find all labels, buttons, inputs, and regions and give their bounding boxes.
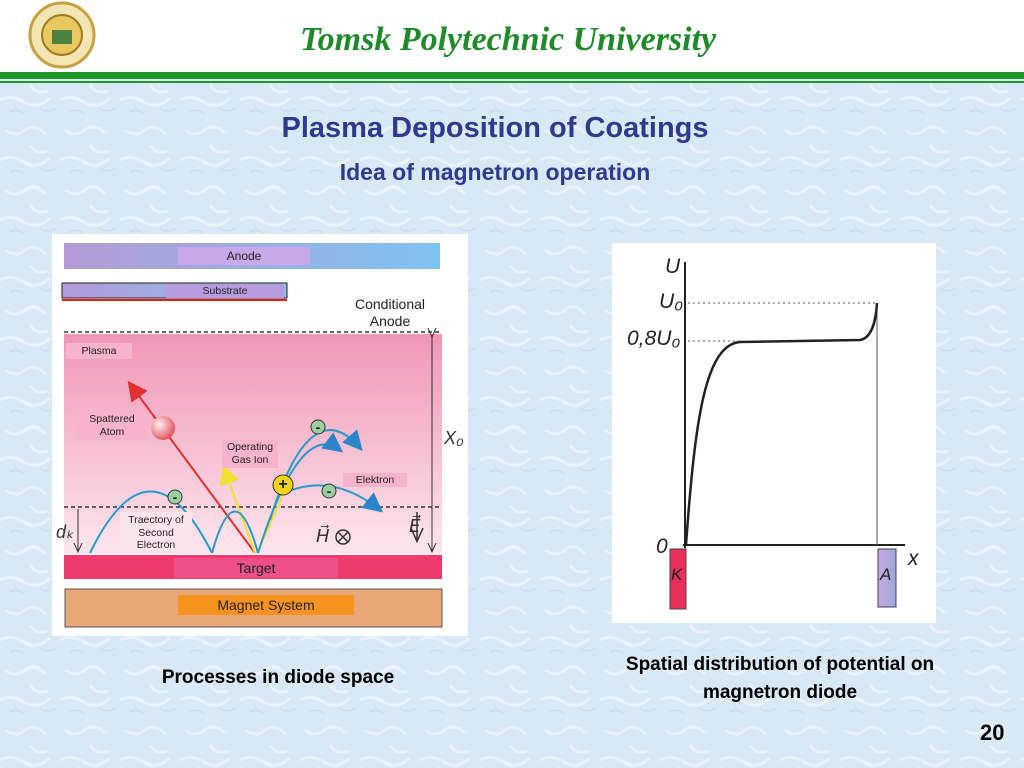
dk-label: dₖ xyxy=(56,522,74,542)
atom-arrow xyxy=(127,380,256,554)
x0-label: X₀ xyxy=(444,428,464,448)
slide-title: Plasma Deposition of Coatings xyxy=(281,112,709,144)
origin-label: 0 xyxy=(656,535,668,558)
gas-ion-label: Operating Gas Ion xyxy=(222,440,278,468)
e-field-label: E⃗ xyxy=(409,516,421,536)
spattered-atom xyxy=(151,416,175,440)
magnet-system-label: Magnet System xyxy=(178,595,354,615)
header-bar xyxy=(0,0,1024,72)
trajectory-label: Traectory of Second Electron xyxy=(120,512,192,554)
slide-subtitle: Idea of magnetron operation xyxy=(339,159,651,185)
anode-block xyxy=(877,548,897,608)
u0-label: U₀ xyxy=(659,290,684,313)
potential-curve xyxy=(684,302,879,546)
cathode-block xyxy=(669,548,687,610)
conditional-anode-label: Conditional Anode xyxy=(354,296,426,329)
cathode-label: K xyxy=(671,565,683,584)
u-axis-label: U xyxy=(665,255,681,278)
ion-sign: + xyxy=(278,476,288,494)
elektron-label: Elektron xyxy=(343,473,407,487)
x-axis-label: x xyxy=(908,547,919,570)
ion-arrow xyxy=(220,464,256,554)
anode-label-right: A xyxy=(880,565,892,584)
electron-sign: - xyxy=(326,482,332,499)
left-caption: Processes in diode space xyxy=(161,667,395,688)
h-field-symbol xyxy=(335,529,351,545)
spattered-atom-label: Spattered Atom xyxy=(76,412,148,440)
right-caption: Spatial distribution of potential on mag… xyxy=(625,654,935,703)
particle-signs xyxy=(167,419,337,505)
header-title: Tomsk Polytechnic University xyxy=(300,21,717,58)
substrate-label: Substrate xyxy=(166,284,284,298)
university-logo xyxy=(28,1,96,69)
h-field-label: H⃗ xyxy=(316,526,330,546)
electron-sign: - xyxy=(315,418,321,435)
header-rule xyxy=(0,72,1024,79)
plasma-label: Plasma xyxy=(66,343,132,359)
electron-sign: - xyxy=(172,488,178,505)
target-label: Target xyxy=(174,558,338,578)
anode-label: Anode xyxy=(178,247,310,265)
u08-label: 0,8U₀ xyxy=(627,327,681,350)
page-number: 20 xyxy=(980,720,1005,745)
header-rule-thin xyxy=(0,81,1024,83)
